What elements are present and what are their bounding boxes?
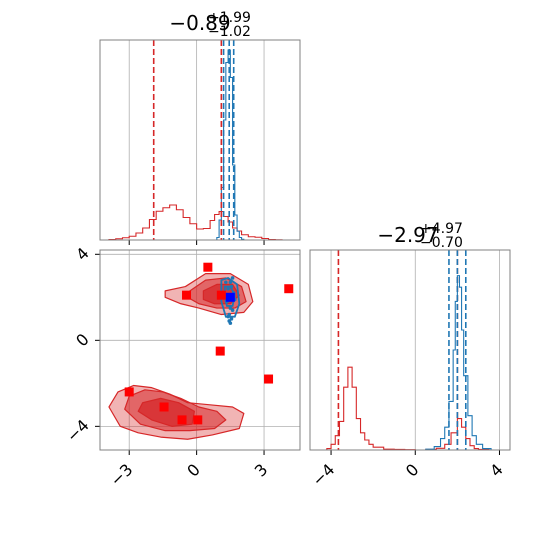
red-square-marker: [159, 402, 169, 412]
panel1-ytick-label: 0: [72, 330, 93, 351]
title-value: −2.97: [377, 223, 438, 247]
contour-blue: [220, 276, 241, 318]
red-square-marker: [284, 284, 294, 294]
red-square-marker: [193, 415, 203, 425]
red-square-marker: [216, 290, 226, 300]
blue-sample-point: [229, 284, 234, 289]
title-lower: −0.70: [420, 235, 463, 251]
panel0-histogram-blue: [214, 49, 245, 241]
red-square-marker: [215, 346, 225, 356]
title-upper: +4.97: [420, 221, 463, 237]
blue-square-marker: [225, 292, 235, 302]
panel-bottom-right-title: −2.97: [377, 223, 438, 247]
panel2-xtick-label: 4: [486, 460, 507, 481]
red-square-marker: [177, 415, 187, 425]
panel1-xtick-label: 3: [251, 460, 272, 481]
panel2-histogram-blue: [415, 275, 492, 451]
panel2-xtick-label: 0: [402, 460, 423, 481]
panel0-frame: [99, 39, 301, 241]
blue-sample-point: [229, 317, 234, 321]
panel0-histogram-red: [102, 204, 296, 241]
blue-sample-point: [228, 280, 233, 285]
blue-sample-point: [226, 286, 230, 291]
blue-sample-point: [230, 276, 235, 280]
blue-sample-point: [227, 319, 232, 323]
blue-sample-point: [226, 314, 230, 319]
title-value: −0.89: [169, 11, 230, 35]
panel2-frame: [309, 249, 511, 451]
blue-sample-point: [224, 280, 228, 285]
panel-top-left-title: −0.89: [169, 11, 230, 35]
panel-bottom-right-histogram: −2.97 +4.97 −0.70: [377, 221, 463, 251]
blue-sample-point: [228, 306, 233, 310]
chart-marks: −4 0 4 −3 0 3 −4 0 4: [63, 39, 511, 490]
panel1-xtick-label: −3: [106, 460, 136, 490]
title-upper: +1.99: [208, 10, 251, 26]
title-lower: −1.02: [208, 24, 251, 40]
red-square-marker: [124, 387, 134, 397]
panel1-frame: [99, 249, 301, 451]
panel2-xtick-label: −4: [308, 460, 338, 490]
blue-sample-point: [230, 308, 235, 313]
panel1-ytick-label: −4: [63, 416, 93, 446]
panel-top-left-histogram: −0.89 +1.99 −1.02: [169, 10, 251, 40]
red-square-marker: [264, 374, 274, 384]
red-square-marker: [182, 290, 192, 300]
red-square-marker: [203, 262, 213, 272]
panel1-xtick-label: 0: [183, 460, 204, 481]
panel1-ytick-label: 4: [72, 244, 93, 265]
